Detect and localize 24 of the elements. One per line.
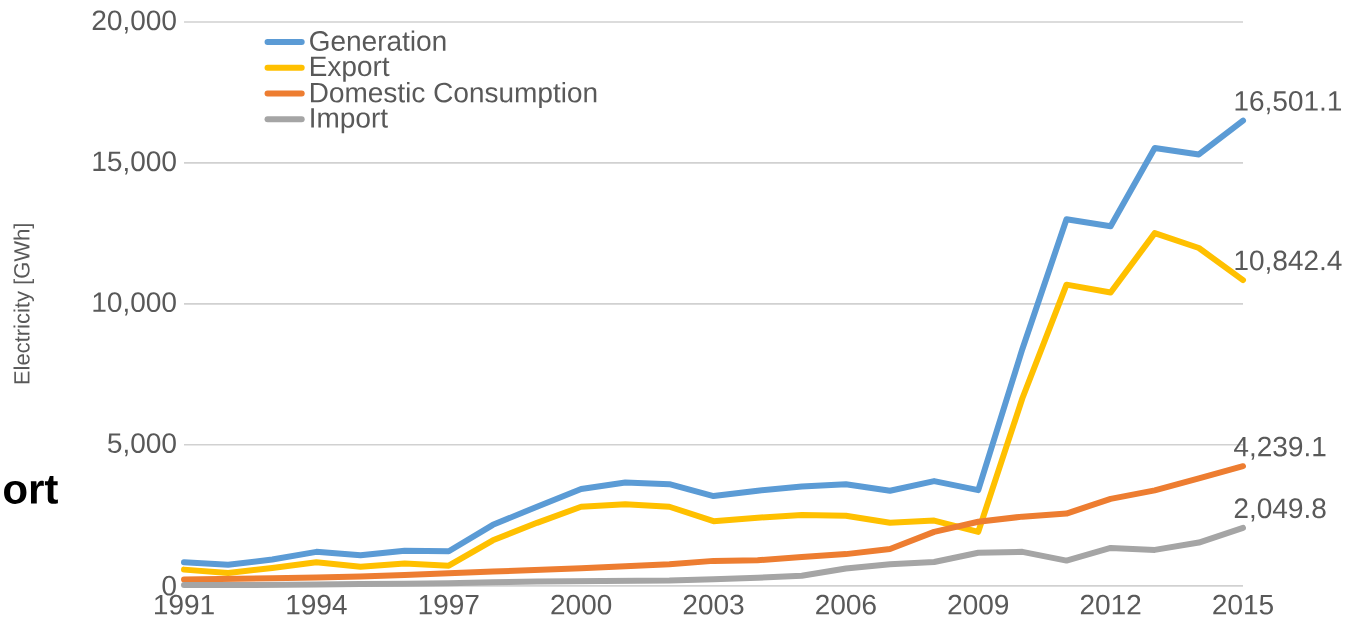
- y-tick-label: 5,000: [108, 433, 176, 457]
- data-label: 2,049.8: [1234, 498, 1326, 522]
- x-tick-label: 2000: [551, 594, 612, 615]
- x-tick-label: 1991: [155, 594, 214, 615]
- x-tick-label: 2015: [1213, 594, 1273, 615]
- y-tick-label: 20,000: [92, 10, 176, 34]
- legend-label: Domestic Consumption: [310, 81, 597, 109]
- legend-label: Generation: [310, 30, 446, 51]
- x-tick-label: 2003: [683, 594, 744, 615]
- x-tick-label: 2009: [948, 594, 1009, 615]
- text: ort: [4, 476, 58, 504]
- data-label: 10,842.4: [1235, 250, 1342, 274]
- y-axis-title: Electricity [GWh]: [13, 224, 34, 384]
- y-tick-label: 15,000: [93, 151, 176, 175]
- x-tick-label: 1994: [287, 594, 347, 615]
- y-tick-label: 0: [162, 575, 176, 596]
- data-label: 16,501.1: [1235, 91, 1342, 115]
- x-tick-label: 2012: [1080, 594, 1141, 615]
- data-label: 4,239.1: [1234, 436, 1326, 460]
- legend-label: Import: [311, 108, 388, 134]
- y-tick-label: 10,000: [93, 292, 176, 316]
- legend-label: Export: [310, 56, 390, 82]
- x-tick-label: 2006: [816, 594, 876, 615]
- x-tick-label: 1997: [419, 594, 479, 615]
